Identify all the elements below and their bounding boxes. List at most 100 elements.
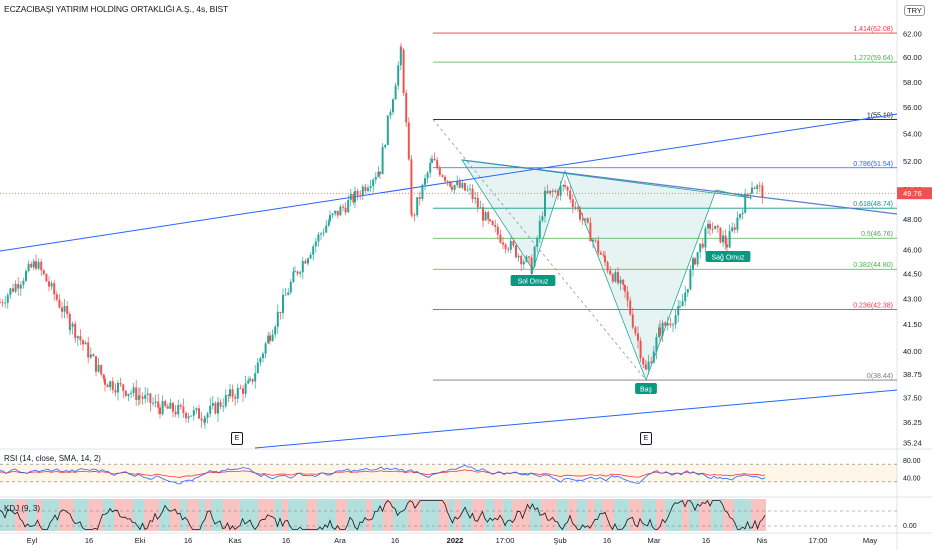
candle-body — [339, 206, 342, 216]
candle — [464, 182, 466, 192]
candle-body — [413, 214, 416, 216]
kdj-zone — [455, 499, 461, 531]
candle-body — [377, 171, 380, 177]
candle-body — [55, 294, 58, 300]
rsi-axis-label: 40.00 — [903, 475, 921, 482]
candle — [525, 254, 528, 263]
kdj-zone — [275, 499, 282, 531]
candle — [684, 285, 687, 307]
candle-body — [546, 190, 549, 194]
earnings-marker[interactable]: E — [640, 432, 652, 445]
currency-badge[interactable]: TRY — [904, 5, 925, 16]
candle-body — [536, 238, 539, 247]
candle-body — [95, 356, 97, 372]
candle-body — [209, 405, 212, 414]
candle-body — [32, 261, 35, 268]
candle-body — [37, 261, 40, 269]
candle-body — [249, 378, 251, 381]
candle — [533, 245, 536, 268]
candle — [741, 209, 744, 220]
time-axis-label: Kas — [229, 536, 242, 545]
candle — [198, 404, 200, 419]
candle — [394, 82, 397, 100]
price-axis-label: 58.00 — [903, 78, 922, 87]
candle-body — [699, 243, 702, 253]
candle-body — [227, 395, 230, 397]
candle — [707, 220, 709, 235]
candle-body — [538, 220, 541, 239]
kdj-zone — [42, 499, 59, 531]
candle-body — [402, 49, 405, 94]
candle — [456, 175, 459, 188]
candle-body — [149, 393, 152, 403]
kdj-axis-label: 0.00 — [903, 523, 917, 530]
candle-body — [154, 401, 157, 403]
candle-body — [219, 402, 222, 407]
candle-body — [696, 252, 699, 265]
candle-body — [0, 302, 1, 304]
candle — [471, 184, 474, 203]
candle-body — [709, 223, 711, 229]
kdj-zone — [288, 499, 307, 531]
candle-body — [100, 364, 103, 375]
kdj-zone — [199, 499, 205, 531]
candle — [177, 399, 180, 418]
candle — [731, 222, 734, 233]
candle — [499, 229, 502, 244]
candle — [329, 210, 331, 223]
candle — [562, 184, 565, 192]
kdj-zone — [0, 499, 15, 531]
candle-body — [327, 221, 330, 226]
candle — [606, 260, 609, 274]
candle-body — [509, 240, 512, 250]
candle-body — [106, 384, 109, 388]
candle — [504, 243, 507, 254]
candle — [224, 389, 227, 409]
candle — [249, 375, 251, 383]
candle-body — [172, 402, 174, 412]
candle — [751, 181, 753, 195]
candle — [416, 197, 419, 218]
candle-body — [9, 288, 12, 295]
time-axis-label: Eki — [135, 536, 146, 545]
symbol-title: ECZACIBAŞI YATIRIM HOLDİNG ORTAKLIĞI A.Ş… — [4, 4, 229, 14]
candle-body — [599, 252, 602, 255]
candle-body — [6, 294, 9, 303]
candle — [482, 203, 484, 228]
candle — [4, 296, 7, 308]
candle — [449, 180, 452, 188]
candle-body — [479, 207, 482, 209]
candle — [476, 192, 479, 213]
candle — [307, 257, 309, 266]
candle-body — [684, 292, 687, 302]
candle-body — [522, 261, 525, 265]
candle — [339, 204, 342, 216]
candle — [479, 200, 482, 209]
candles — [0, 42, 764, 429]
candle-body — [259, 358, 262, 363]
candle-body — [284, 294, 287, 296]
candle-body — [97, 364, 100, 372]
candle-body — [76, 336, 79, 339]
price-axis-label: 52.00 — [903, 157, 922, 166]
kdj-zone — [15, 499, 27, 531]
candle — [541, 211, 544, 223]
candle — [231, 384, 234, 402]
candle — [469, 183, 471, 196]
candle-body — [244, 383, 247, 394]
earnings-marker[interactable]: E — [231, 432, 243, 445]
candle — [296, 270, 299, 277]
kdj-zone — [682, 499, 689, 531]
candle — [97, 358, 100, 373]
candle-body — [453, 185, 456, 190]
candle-body — [611, 274, 614, 282]
candle-body — [152, 402, 154, 404]
candle — [294, 266, 296, 273]
candle-body — [431, 158, 433, 163]
candle-body — [127, 393, 130, 396]
candle-body — [53, 283, 56, 295]
candle-body — [719, 227, 722, 243]
candle-body — [631, 314, 634, 328]
candle-body — [544, 190, 546, 217]
